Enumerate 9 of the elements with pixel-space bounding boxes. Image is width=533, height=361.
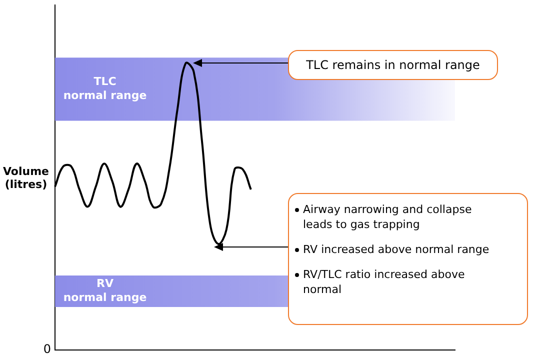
annotation: TLC remains in normal range: [288, 50, 498, 80]
annotation: Airway narrowing and collapse leads to gas trapping: [303, 202, 473, 232]
annotation: RV/TLC ratio increased above normal: [303, 267, 466, 297]
band-label: RV normal range: [63, 277, 147, 304]
annotation: RV increased above normal range: [303, 242, 490, 257]
band-label: TLC normal range: [63, 75, 147, 102]
text: 0: [43, 342, 51, 356]
y-axis-title: Volume (litres): [2, 165, 50, 191]
callout-box: Airway narrowing and collapse leads to gas trapping RV increased above normal range RV/TLC ratio increased above normal: [288, 193, 528, 325]
